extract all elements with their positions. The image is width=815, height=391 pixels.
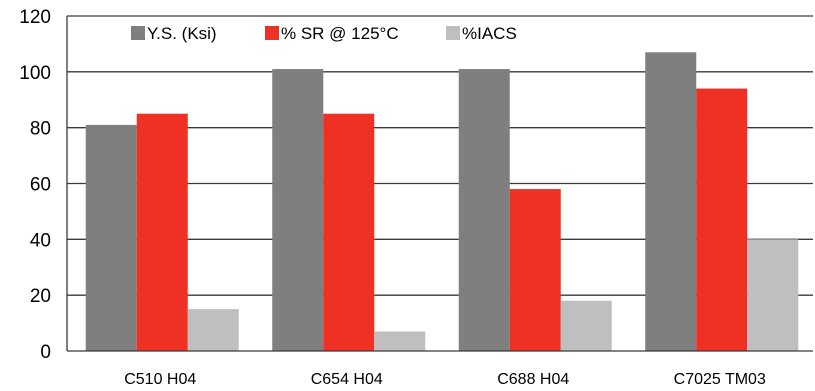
- bar-iacs-3: [560, 300, 612, 351]
- legend: Y.S. (Ksi) % SR @ 125°C %IACS: [131, 24, 517, 43]
- x-category-label: C654 H04: [311, 371, 383, 388]
- y-tick-label: 40: [30, 230, 51, 251]
- x-category-label: C688 H04: [497, 371, 569, 388]
- bars: [85, 52, 799, 352]
- x-category-label: C7025 TM03: [674, 371, 766, 388]
- bar-sr-125-c-1: [136, 113, 188, 351]
- y-tick-label: 0: [40, 342, 51, 363]
- bar-iacs-4: [747, 239, 799, 351]
- legend-swatch: [131, 26, 145, 40]
- x-category-labels: C510 H04 C654 H04 C688 H04 C7025 TM03: [124, 371, 766, 388]
- y-tick-label: 20: [30, 286, 51, 307]
- bar-sr-125-c-3: [509, 189, 561, 351]
- bar-sr-125-c-4: [696, 88, 748, 351]
- y-tick-label: 100: [19, 63, 51, 84]
- legend-swatch: [265, 26, 279, 40]
- bar-y-s-ksi-1: [85, 124, 137, 351]
- bar-iacs-1: [187, 309, 239, 351]
- bar-y-s-ksi-4: [645, 52, 697, 352]
- bar-sr-125-c-2: [323, 113, 375, 351]
- bar-iacs-2: [374, 331, 426, 351]
- y-tick-label: 60: [30, 175, 51, 196]
- y-tick-label: 120: [19, 7, 51, 28]
- axes: [66, 16, 813, 352]
- x-category-label: C510 H04: [124, 371, 196, 388]
- y-tick-label: 80: [30, 119, 51, 140]
- legend-label: % SR @ 125°C: [281, 24, 399, 43]
- bar-y-s-ksi-2: [272, 69, 324, 352]
- legend-swatch: [446, 26, 460, 40]
- bar-y-s-ksi-3: [458, 69, 510, 352]
- legend-label: %IACS: [462, 24, 517, 43]
- legend-label: Y.S. (Ksi): [147, 24, 217, 43]
- y-tick-labels: 0 20 40 60 80 100 120: [19, 7, 51, 363]
